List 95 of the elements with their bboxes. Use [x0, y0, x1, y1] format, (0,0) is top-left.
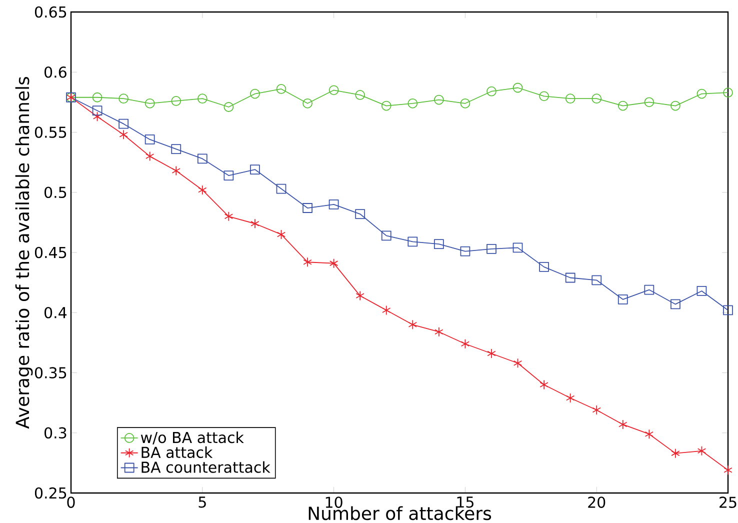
point — [723, 305, 733, 316]
point — [276, 184, 286, 194]
point — [644, 97, 654, 108]
point — [329, 258, 338, 268]
point — [250, 88, 260, 99]
point — [460, 98, 470, 108]
point — [250, 218, 260, 229]
legend-label: BA counterattack — [142, 461, 270, 473]
x-tick-label: 0 — [67, 496, 75, 508]
point — [408, 320, 417, 330]
point — [565, 94, 576, 104]
point — [618, 294, 628, 304]
point — [592, 275, 602, 286]
point — [486, 86, 496, 96]
point — [565, 272, 576, 283]
point — [723, 88, 733, 98]
point — [408, 236, 418, 247]
point — [512, 82, 523, 93]
point — [172, 166, 180, 176]
point — [670, 299, 680, 310]
point — [434, 239, 444, 250]
y-tick-label: 0.3 — [44, 427, 66, 439]
y-tick-label: 0.35 — [34, 367, 66, 378]
point — [145, 151, 154, 162]
point — [512, 242, 523, 253]
point — [696, 88, 707, 99]
y-tick-label: 0.45 — [34, 246, 66, 258]
point — [250, 164, 260, 174]
point — [224, 102, 234, 112]
x-tick-label: 10 — [326, 496, 342, 508]
point — [513, 358, 522, 368]
point — [328, 199, 339, 210]
y-tick-label: 0.25 — [34, 487, 66, 499]
y-tick-label: 0.55 — [34, 126, 66, 138]
point — [434, 94, 444, 105]
point — [592, 405, 601, 415]
point — [224, 170, 234, 180]
x-tick-label: 25 — [720, 496, 736, 508]
x-tick-label: 5 — [198, 496, 206, 508]
point — [434, 326, 444, 337]
point — [171, 96, 182, 106]
point — [487, 348, 496, 358]
point — [197, 154, 208, 164]
point — [592, 94, 602, 104]
point — [697, 446, 706, 456]
point — [486, 244, 496, 254]
point — [408, 98, 418, 108]
point — [460, 338, 470, 349]
point — [355, 90, 366, 100]
point — [670, 100, 680, 111]
y-tick-label: 0.65 — [34, 6, 66, 18]
point — [381, 100, 392, 111]
point — [696, 286, 707, 296]
point — [356, 290, 364, 301]
point — [118, 118, 129, 129]
y-axis-title: Average ratio of the available channels — [15, 76, 33, 429]
x-tick-label: 15 — [457, 496, 474, 508]
point — [198, 185, 207, 195]
point — [276, 84, 286, 94]
point — [618, 100, 628, 111]
point — [539, 91, 549, 102]
point — [303, 257, 312, 268]
legend-label: w/o BA attack — [140, 432, 244, 444]
point — [671, 448, 680, 458]
point — [302, 203, 312, 213]
point — [328, 85, 339, 96]
point — [119, 130, 128, 140]
point — [460, 246, 470, 256]
point — [540, 380, 548, 390]
y-tick-label: 0.5 — [44, 186, 66, 198]
point — [382, 305, 391, 316]
point — [92, 92, 102, 102]
point — [724, 465, 732, 476]
point — [644, 284, 654, 295]
point — [92, 106, 102, 116]
point — [644, 429, 654, 440]
point — [539, 262, 549, 272]
y-tick-label: 0.4 — [44, 306, 67, 318]
point — [566, 393, 575, 403]
point — [171, 144, 182, 154]
point — [92, 112, 102, 122]
point — [144, 98, 155, 108]
y-tick-label: 0.6 — [44, 66, 66, 78]
point — [276, 230, 286, 240]
x-tick-label: 20 — [588, 496, 606, 508]
x-axis-title: Number of attackers — [308, 506, 492, 520]
point — [224, 211, 234, 222]
point — [118, 94, 129, 104]
point — [355, 209, 366, 219]
point — [618, 420, 628, 430]
point — [197, 94, 208, 104]
point — [381, 230, 392, 241]
legend-label: BA attack — [142, 446, 213, 458]
point — [302, 98, 312, 108]
point — [144, 134, 155, 144]
